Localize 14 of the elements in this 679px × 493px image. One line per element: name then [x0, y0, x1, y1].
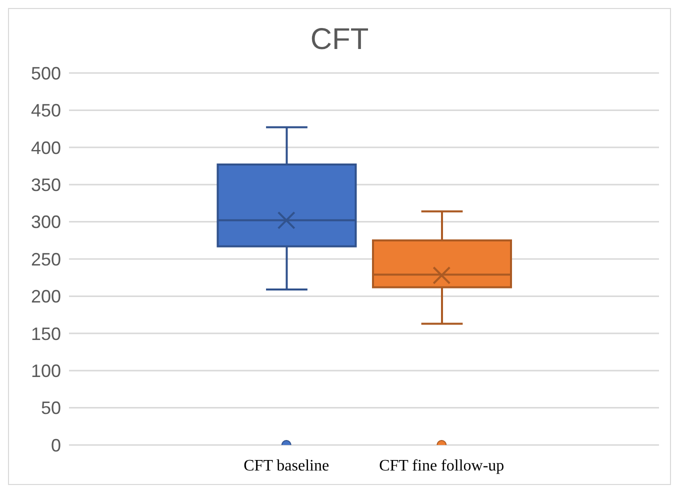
y-tick-label: 400 — [30, 138, 61, 158]
y-tick-label: 200 — [30, 286, 61, 307]
y-tick-label: 0 — [50, 435, 61, 456]
y-tick-label: 250 — [30, 249, 61, 270]
x-tick-label: CFT fine follow-up — [379, 457, 504, 474]
y-tick-label: 500 — [30, 63, 61, 84]
y-tick-label: 450 — [30, 100, 61, 121]
y-tick-label: 350 — [30, 174, 61, 195]
y-tick-label: 100 — [30, 360, 61, 381]
x-tick-label: CFT baseline — [244, 457, 330, 474]
chart-title: CFT — [309, 23, 370, 58]
y-tick-label: 50 — [40, 398, 61, 418]
y-tick-label: 300 — [30, 212, 61, 232]
y-tick-label: 150 — [30, 324, 61, 344]
